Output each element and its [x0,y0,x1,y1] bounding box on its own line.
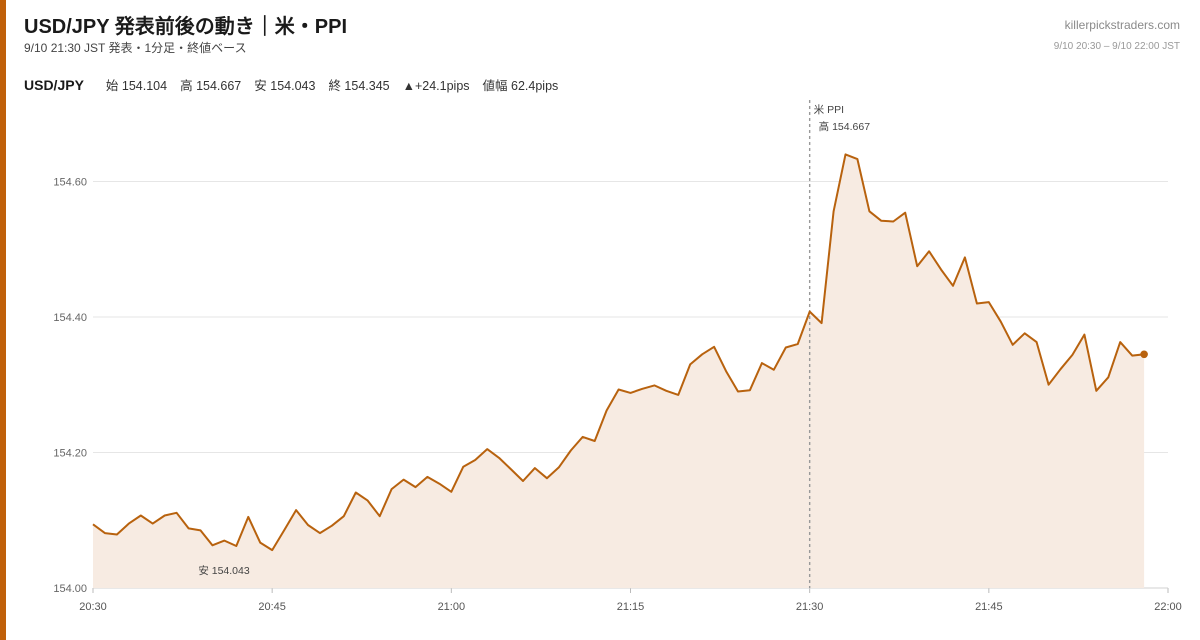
y-tick-label: 154.20 [53,448,87,460]
last-price-dot [1140,350,1148,359]
y-tick-label: 154.60 [53,177,87,189]
price-area-fill [93,154,1145,588]
x-tick-label: 21:00 [438,601,466,613]
stat-close: 終 154.345 [328,79,390,93]
stats-row: USD/JPY 始 154.104 高 154.667 安 154.043 終 … [24,75,571,94]
stat-range: 値幅 62.4pips [482,79,559,93]
time-range: 9/10 20:30 – 9/10 22:00 JST [1053,41,1180,52]
y-tick-label: 154.00 [53,583,87,595]
y-tick-label: 154.40 [53,312,87,324]
stat-low: 安 154.043 [254,79,316,93]
event-label: 米 PPI [814,103,844,116]
stat-change: ▲+24.1pips [402,79,470,93]
page-title: USD/JPY 発表前後の動き｜米・PPI [24,16,348,38]
high-annotation: 高 154.667 [819,120,871,133]
x-tick-label: 21:15 [617,601,645,613]
low-annotation: 安 154.043 [198,564,250,577]
stat-open: 始 154.104 [105,79,168,93]
x-tick-label: 20:30 [79,601,107,613]
accent-bar [0,0,6,640]
x-tick-label: 20:45 [258,601,286,613]
symbol-label: USD/JPY [24,77,84,93]
x-tick-label: 21:30 [796,601,824,613]
price-line [92,153,1145,552]
x-tick-label: 21:45 [975,601,1003,613]
stat-high: 高 154.667 [180,79,242,93]
site-link[interactable]: killerpickstraders.com [1064,18,1180,32]
page-subtitle: 9/10 21:30 JST 発表・1分足・終値ベース [24,41,247,55]
x-tick-label: 22:00 [1154,601,1182,613]
